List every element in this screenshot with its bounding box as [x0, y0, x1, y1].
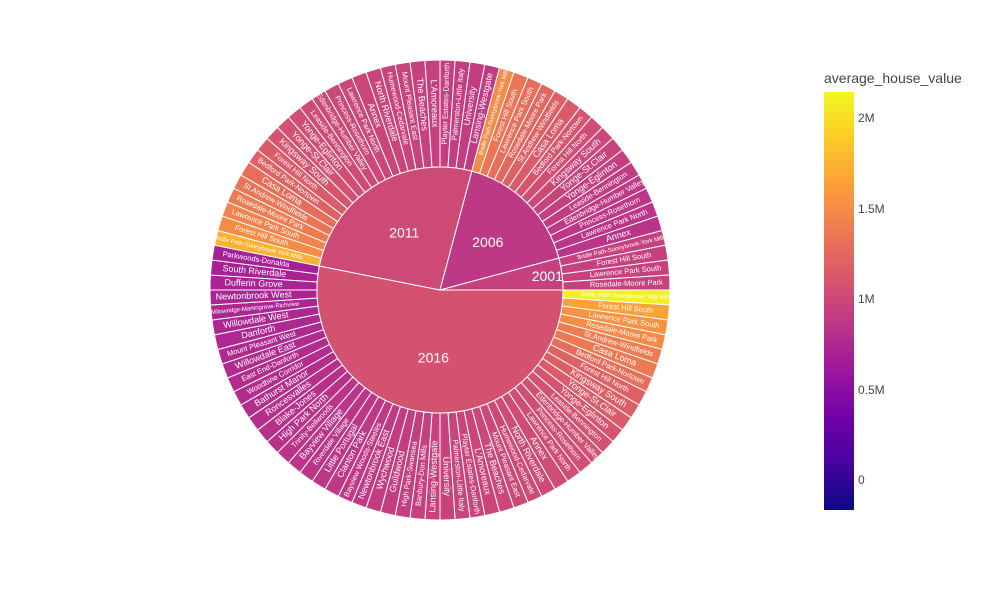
colorbar-tick-label: 0.5M: [858, 382, 885, 397]
neighbourhood-label: Playter Estates-Danforth: [440, 63, 452, 145]
colorbar-title: average_house_value: [824, 70, 962, 86]
neighbourhood-label: Newtonbrook West: [215, 289, 292, 301]
neighbourhood-label: Lansing-Westgate: [427, 440, 439, 513]
colorbar-tick-label: 2M: [858, 111, 875, 126]
neighbourhood-label: L'Amoreaux: [429, 80, 441, 129]
year-wedge-2011[interactable]: [318, 166, 473, 291]
colorbar-tick-label: 0: [858, 473, 865, 488]
year-label: 2006: [472, 234, 503, 250]
year-label: 2011: [389, 225, 419, 241]
year-wedge-2016[interactable]: [316, 265, 564, 414]
neighbourhood-label: Dufferin Grove: [224, 277, 283, 289]
neighbourhood-label: Rosedale-Moore Park: [590, 278, 663, 289]
colorbar: [824, 92, 854, 510]
year-label: 2001: [532, 268, 563, 284]
neighbourhood-label: University: [441, 456, 452, 496]
year-label: 2016: [418, 349, 449, 365]
year-wedge-2001[interactable]: [439, 257, 564, 291]
neighbourhood-label: Bridle Path-Sunnybrook-York Mills: [581, 292, 672, 301]
colorbar-tick-label: 1.5M: [858, 201, 885, 216]
colorbar-tick-label: 1M: [858, 292, 875, 307]
